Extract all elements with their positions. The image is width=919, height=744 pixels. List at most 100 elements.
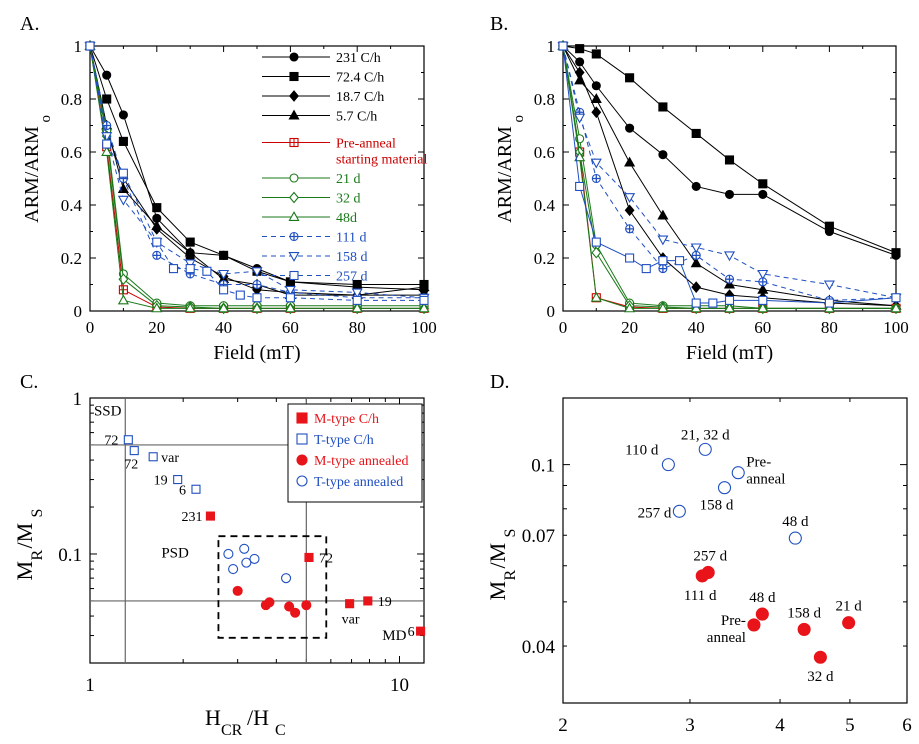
series-line	[89, 45, 425, 299]
data-point	[290, 607, 301, 618]
data-point	[624, 193, 636, 203]
data-point	[755, 607, 769, 621]
y-tick-label: 0.8	[534, 90, 555, 109]
data-point	[351, 288, 363, 299]
point-label: var	[161, 451, 179, 466]
data-point	[184, 259, 196, 270]
data-point	[590, 93, 602, 103]
data-point-cross	[592, 174, 601, 183]
series-line	[562, 45, 896, 309]
data-point	[249, 553, 260, 564]
panel-label: C.	[20, 371, 38, 393]
data-point	[574, 74, 586, 85]
data-point	[757, 283, 769, 294]
data-point	[151, 220, 163, 231]
series-line	[89, 45, 424, 307]
y-tick-label: 0.1	[531, 456, 555, 477]
data-point	[690, 302, 702, 313]
y-tick-label: 0	[547, 302, 556, 321]
data-point	[117, 195, 129, 206]
data-point	[558, 41, 568, 51]
y-axis-label-sub2: S	[502, 529, 519, 538]
point-label: 19	[378, 595, 392, 610]
data-point-cross	[119, 285, 128, 294]
data-point	[219, 285, 229, 295]
data-point	[657, 302, 669, 313]
data-point	[281, 573, 292, 584]
series-3	[558, 40, 901, 312]
legend-label: Pre-anneal	[336, 137, 396, 152]
data-point	[672, 504, 686, 518]
legend-marker	[289, 191, 299, 204]
data-point	[657, 209, 669, 220]
series-2: 72 72 var 19 6	[104, 434, 201, 498]
series-line	[89, 45, 424, 299]
data-point	[118, 168, 128, 178]
legend-label: 32 d	[336, 192, 361, 207]
data-point	[239, 543, 250, 554]
x-tick-label: 10	[390, 675, 409, 696]
legend-label: 231 C/h	[336, 51, 381, 66]
series-8	[84, 40, 430, 313]
legend-label: M-type annealed	[314, 454, 408, 469]
data-point	[218, 269, 230, 280]
point-label: 110 d	[625, 443, 659, 459]
data-point	[351, 302, 363, 313]
x-tick-label: 0	[559, 318, 568, 337]
series-line	[562, 45, 896, 309]
legend-marker	[289, 270, 299, 281]
data-point	[352, 295, 362, 305]
y-tick-label: 0.6	[61, 143, 82, 162]
data-point	[152, 237, 162, 247]
y-tick-label: 0.4	[534, 196, 556, 215]
data-point	[591, 246, 602, 259]
data-point	[590, 291, 602, 302]
data-point	[690, 243, 702, 254]
series-7	[558, 40, 901, 315]
series-line	[562, 45, 897, 299]
x-tick-label: 80	[821, 318, 838, 337]
y-tick-label: 0.04	[522, 637, 556, 658]
y-tick-label: 1	[73, 389, 83, 410]
legend-label: 18.7 C/h	[336, 90, 384, 105]
point-label: 32 d	[807, 669, 834, 685]
series-10	[557, 42, 902, 304]
data-point	[129, 446, 139, 456]
x-tick-label: 0	[86, 318, 95, 337]
point-label: 21 d	[836, 599, 863, 615]
series-3	[232, 585, 312, 618]
data-point	[416, 626, 426, 636]
data-point-cross	[658, 264, 667, 273]
data-point	[658, 150, 668, 160]
point-label: anneal	[746, 472, 785, 488]
point-label: Pre-	[746, 455, 771, 471]
data-point	[658, 102, 668, 112]
panel-label: A.	[20, 13, 39, 35]
series-line	[562, 45, 897, 254]
legend-marker	[289, 71, 299, 82]
data-point	[418, 281, 430, 292]
data-point	[757, 302, 769, 313]
point-label: 72	[104, 434, 118, 449]
legend-label: 257 d	[336, 270, 368, 285]
data-point	[223, 548, 234, 560]
legend: 231 C/h 72.4 C/h 18.7 C/h 5.7 C/h Pre-anneal…	[262, 51, 427, 285]
data-point	[625, 253, 635, 263]
data-point	[661, 458, 675, 472]
x-axis-label: Field (mT)	[686, 342, 773, 364]
legend-label: 5.7 C/h	[336, 110, 377, 125]
point-label: 72	[319, 551, 333, 566]
point-label: 21, 32 d	[681, 427, 730, 443]
series-line	[89, 45, 424, 309]
series-line	[562, 45, 896, 309]
legend-label: M-type C/h	[314, 412, 379, 427]
data-point-cross	[725, 275, 734, 284]
data-point	[102, 139, 112, 149]
data-point	[345, 599, 355, 609]
data-point	[118, 136, 128, 146]
legend-marker	[289, 52, 299, 62]
data-point	[591, 49, 601, 59]
y-axis-label-group: MR/M S	[485, 529, 519, 601]
x-tick-label: 100	[883, 318, 909, 337]
